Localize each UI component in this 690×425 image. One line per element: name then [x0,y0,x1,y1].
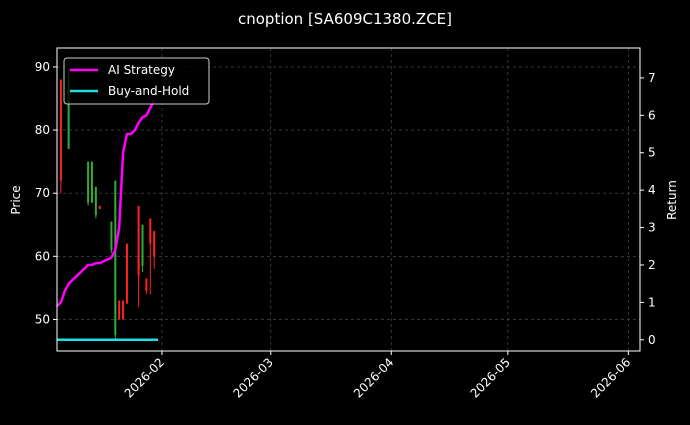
candle-body [153,231,156,257]
candle-body [122,300,125,320]
x-tick-label: 2026-05 [468,355,513,400]
y-right-tick-label: 1 [648,295,656,309]
y-right-tick-label: 3 [648,221,656,235]
candle-body [98,205,101,209]
legend-label-buy-and-hold: Buy-and-Hold [108,84,189,98]
candle-body [94,186,97,216]
candle-body [59,79,62,181]
plot-frame [56,47,641,352]
y-right-tick-label: 2 [648,258,656,272]
x-tick-label: 2026-02 [122,355,167,400]
candle-body [145,278,148,292]
candle-body [67,73,70,149]
candle-body [137,205,140,269]
legend-box [63,57,210,105]
legend-label-ai-strategy: AI Strategy [108,63,175,77]
y-right-tick-label: 7 [648,71,656,85]
candle-body [149,218,152,244]
y-axis-label-right: Return [665,180,679,220]
y-left-tick-label: 90 [35,60,50,74]
y-right-tick-label: 0 [648,333,656,347]
y-right-tick-label: 6 [648,108,656,122]
candle-body [118,300,121,320]
candle-body [90,161,93,203]
ai-strategy-layer [56,99,156,308]
chart-title: cnoption [SA609C1380.ZCE] [238,10,452,28]
candle-body [87,161,90,203]
y-left-tick-label: 70 [35,186,50,200]
candle-body [141,224,144,266]
candle-body [114,180,117,336]
x-tick-label: 2026-06 [588,355,633,400]
legend: AI Strategy Buy-and-Hold [63,57,210,105]
x-tick-label: 2026-03 [231,355,276,400]
y-right-tick-label: 5 [648,146,656,160]
y-left-tick-label: 50 [35,312,50,326]
y-left-tick-label: 80 [35,123,50,137]
series-line-ai-strategy [56,99,156,308]
x-tick-label: 2026-04 [351,355,396,400]
candle-body [110,221,113,250]
y-axis-label-left: Price [9,185,23,214]
candlestick-layer [59,70,156,339]
y-left-tick-label: 60 [35,249,50,263]
y-right-tick-label: 4 [648,183,656,197]
candle-body [125,243,128,304]
